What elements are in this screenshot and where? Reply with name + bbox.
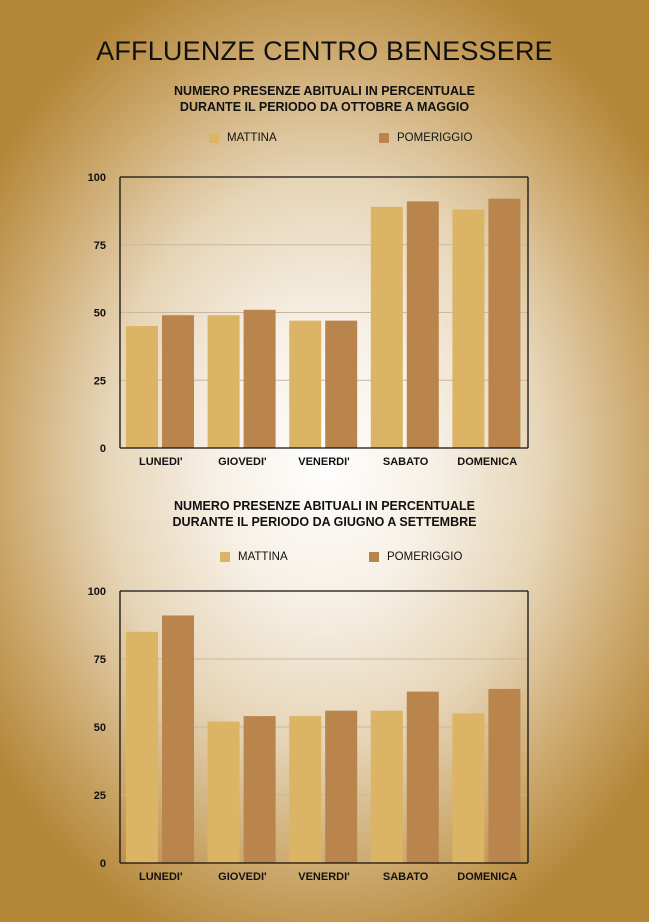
legend-item-mattina: MATTINA <box>209 132 277 144</box>
x-tick-label: VENERDI' <box>298 456 350 468</box>
x-tick-label: DOMENICA <box>457 456 517 468</box>
legend-label-mattina: MATTINA <box>227 132 277 144</box>
chart-1-title-line-2: DURANTE IL PERIODO DA OTTOBRE A MAGGIO <box>179 100 470 114</box>
x-tick-label: GIOVEDI' <box>218 456 267 468</box>
legend-item-mattina: MATTINA <box>220 551 288 563</box>
bar-mattina-sabato <box>370 710 403 863</box>
legend-item-pomeriggio: POMERIGGIO <box>379 132 472 144</box>
chart-2-title-line-1: NUMERO PRESENZE ABITUALI IN PERCENTUALE <box>174 499 475 513</box>
chart-1-title: NUMERO PRESENZE ABITUALI IN PERCENTUALE … <box>0 83 649 115</box>
bar-mattina-giovedi <box>207 315 240 448</box>
bar-mattina-venerdi <box>289 320 322 448</box>
legend-label-pomeriggio: POMERIGGIO <box>397 132 473 144</box>
chart-1-title-line-1: NUMERO PRESENZE ABITUALI IN PERCENTUALE <box>174 84 475 98</box>
x-tick-label: VENERDI' <box>298 871 350 883</box>
bar-pomeriggio-domenica <box>488 688 521 863</box>
bar-mattina-domenica <box>452 713 485 863</box>
bar-mattina-venerdi <box>289 716 322 863</box>
page-title: AFFLUENZE CENTRO BENESSERE <box>96 36 553 66</box>
y-tick-label: 50 <box>94 722 106 734</box>
y-tick-label: 100 <box>88 172 106 184</box>
y-tick-label: 0 <box>100 443 106 455</box>
legend-swatch-pomeriggio <box>369 552 379 562</box>
y-tick-label: 75 <box>94 240 106 252</box>
bar-pomeriggio-domenica <box>488 198 521 448</box>
bar-pomeriggio-venerdi <box>325 710 358 863</box>
y-tick-label: 25 <box>94 790 106 802</box>
chart-2-title: NUMERO PRESENZE ABITUALI IN PERCENTUALE … <box>0 498 649 530</box>
x-tick-label: SABATO <box>383 456 429 468</box>
bar-pomeriggio-venerdi <box>325 320 358 448</box>
bar-pomeriggio-lunedi <box>162 615 194 863</box>
x-tick-label: SABATO <box>383 871 429 883</box>
bar-pomeriggio-lunedi <box>162 315 194 448</box>
bar-mattina-sabato <box>370 206 403 448</box>
y-tick-label: 75 <box>94 654 106 666</box>
bar-pomeriggio-sabato <box>406 201 439 448</box>
bar-pomeriggio-giovedi <box>243 716 276 863</box>
x-tick-label: LUNEDI' <box>139 456 183 468</box>
bar-mattina-lunedi <box>126 631 158 863</box>
bar-pomeriggio-giovedi <box>243 309 276 448</box>
legend-swatch-mattina <box>209 133 219 143</box>
y-tick-label: 0 <box>100 858 106 870</box>
chart-2-title-line-2: DURANTE IL PERIODO DA GIUGNO A SETTEMBRE <box>172 515 477 529</box>
legend-label-pomeriggio: POMERIGGIO <box>387 551 463 563</box>
y-tick-label: 100 <box>88 586 106 598</box>
x-tick-label: GIOVEDI' <box>218 871 267 883</box>
bar-mattina-domenica <box>452 209 485 448</box>
legend-item-pomeriggio: POMERIGGIO <box>369 551 462 563</box>
y-tick-label: 25 <box>94 375 106 387</box>
y-tick-label: 50 <box>94 308 106 320</box>
bar-mattina-lunedi <box>126 326 158 448</box>
legend-swatch-mattina <box>220 552 230 562</box>
x-tick-label: LUNEDI' <box>139 871 183 883</box>
bar-mattina-giovedi <box>207 721 240 863</box>
legend-label-mattina: MATTINA <box>238 551 288 563</box>
x-tick-label: DOMENICA <box>457 871 517 883</box>
bar-pomeriggio-sabato <box>406 691 439 863</box>
legend-swatch-pomeriggio <box>379 133 389 143</box>
